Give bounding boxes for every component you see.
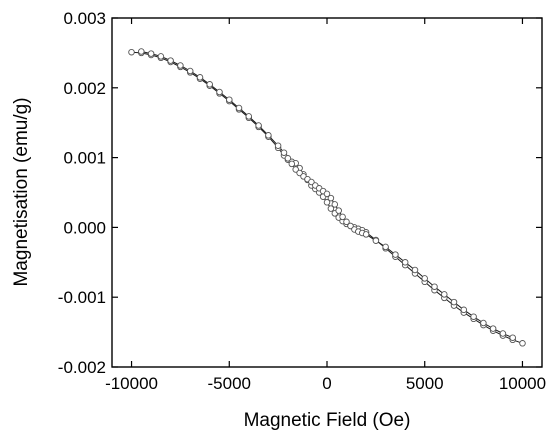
data-point (323, 190, 331, 198)
data-point (372, 237, 380, 244)
data-point (167, 57, 174, 64)
data-point (255, 122, 262, 129)
data-point (157, 53, 165, 60)
data-point (216, 88, 223, 96)
data-point (347, 222, 354, 230)
x-tick-label: -5000 (208, 374, 251, 393)
data-point (431, 283, 438, 290)
data-point (292, 166, 299, 173)
data-point (327, 205, 335, 212)
data-point (177, 62, 184, 69)
data-point (147, 50, 155, 57)
data-point (343, 218, 350, 226)
data-point (235, 104, 243, 112)
x-tick-label: -10000 (105, 374, 158, 393)
data-point (480, 319, 487, 327)
data-point (331, 201, 339, 208)
data-point (138, 48, 145, 55)
data-point (206, 81, 213, 88)
data-point (335, 207, 342, 214)
x-tick-label: 10000 (499, 374, 546, 393)
data-point (245, 113, 253, 120)
y-tick-label: 0.000 (63, 218, 106, 237)
data-point (489, 325, 497, 332)
data-point (411, 266, 419, 274)
x-tick-label: 0 (322, 374, 331, 393)
data-point (323, 199, 331, 206)
plot-frame (111, 17, 543, 368)
data-point (274, 142, 282, 149)
data-point (186, 67, 194, 75)
series-markers (128, 48, 526, 347)
y-tick-label: 0.002 (63, 79, 106, 98)
data-point (382, 243, 389, 251)
data-point (288, 160, 296, 168)
y-axis-title: Magnetisation (emu/g) (11, 97, 32, 286)
data-point (327, 194, 335, 202)
y-tick-label: 0.001 (63, 149, 106, 168)
data-point (280, 149, 288, 156)
data-point (441, 291, 448, 298)
data-point (128, 48, 135, 56)
data-point (470, 313, 477, 320)
data-point (401, 259, 409, 266)
x-axis-title: Magnetic Field (Oe) (244, 410, 411, 431)
data-point (265, 132, 272, 139)
data-point (226, 96, 233, 103)
data-point (421, 275, 428, 282)
data-point (519, 340, 526, 347)
data-point (499, 330, 507, 337)
data-point (196, 74, 204, 81)
y-tick-label: -0.002 (58, 358, 106, 377)
data-point (460, 306, 468, 314)
y-tick-labels: -0.002 -0.001 0.000 0.001 0.002 0.003 (58, 9, 106, 377)
data-point (450, 298, 458, 306)
data-point (339, 213, 346, 221)
x-tick-labels: -10000 -5000 0 5000 10000 (105, 374, 546, 393)
data-point (308, 178, 315, 186)
y-tick-label: -0.001 (58, 288, 106, 307)
data-point (284, 155, 292, 162)
data-point (362, 231, 370, 238)
x-tick-label: 5000 (406, 374, 444, 393)
data-point (509, 334, 516, 341)
data-point (392, 251, 399, 258)
series-lines (131, 51, 523, 344)
series-line-1 (131, 51, 523, 344)
y-tick-label: 0.003 (63, 9, 106, 28)
